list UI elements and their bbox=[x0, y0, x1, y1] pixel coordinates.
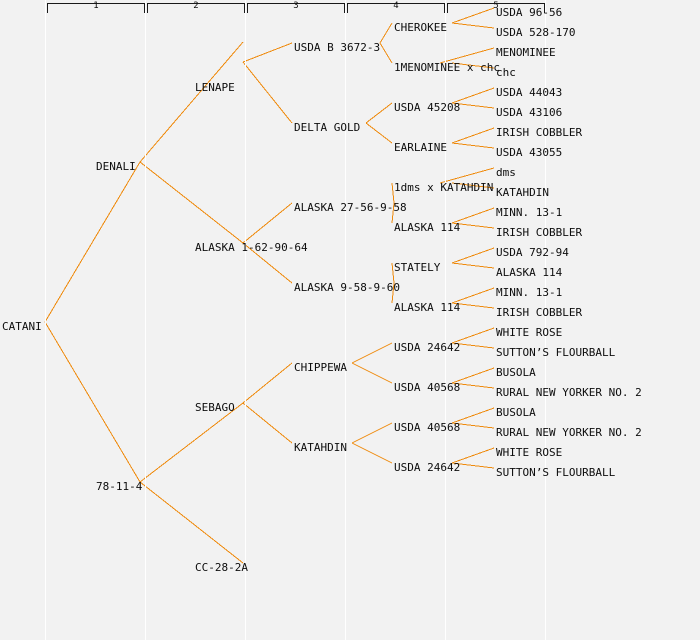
pedigree-node-usda-b-3672-3[interactable]: USDA B 3672-3 bbox=[294, 41, 381, 54]
pedigree-node-minn-13-1-b[interactable]: MINN. 13-1 bbox=[496, 286, 563, 299]
pedigree-edge-usda-b-3672-3-9 bbox=[379, 42, 393, 64]
pedigree-edge-78-11-4-17 bbox=[139, 481, 244, 564]
pedigree-node-1dms-x-katahdin[interactable]: 1dms x KATAHDIN bbox=[394, 181, 494, 194]
pedigree-node-chc[interactable]: chc bbox=[496, 66, 516, 79]
pedigree-node-dms[interactable]: dms bbox=[496, 166, 516, 179]
pedigree-edge-lenape-4 bbox=[242, 42, 293, 63]
column-bracket-3 bbox=[247, 3, 345, 13]
pedigree-edge-stately-36 bbox=[451, 247, 495, 264]
pedigree-edge-delta-gold-10 bbox=[365, 102, 393, 124]
pedigree-node-white-rose-1[interactable]: WHITE ROSE bbox=[496, 326, 563, 339]
pedigree-node-usda-24642-b[interactable]: USDA 24642 bbox=[394, 461, 461, 474]
column-number-1: 1 bbox=[93, 1, 99, 11]
column-bracket-2 bbox=[147, 3, 245, 13]
pedigree-edge-sebago-18 bbox=[242, 362, 293, 404]
pedigree-node-alaska-114-b[interactable]: ALASKA 114 bbox=[394, 301, 461, 314]
pedigree-node-katahdin-c5[interactable]: KATAHDIN bbox=[496, 186, 549, 199]
pedigree-node-menominee[interactable]: MENOMINEE bbox=[496, 46, 556, 59]
pedigree-edge-lenape-5 bbox=[242, 61, 293, 124]
pedigree-node-alaska-27-56-9-58[interactable]: ALASKA 27-56-9-58 bbox=[294, 201, 407, 214]
pedigree-node-1menominee-x-chc[interactable]: 1MENOMINEE x chc bbox=[394, 61, 500, 74]
pedigree-node-usda-45208[interactable]: USDA 45208 bbox=[394, 101, 461, 114]
pedigree-node-catani[interactable]: CATANI bbox=[2, 320, 42, 333]
column-number-4: 4 bbox=[393, 1, 399, 11]
pedigree-node-busola-2[interactable]: BUSOLA bbox=[496, 406, 536, 419]
pedigree-edge-chippewa-21 bbox=[351, 362, 393, 384]
pedigree-node-sebago[interactable]: SEBAGO bbox=[195, 401, 235, 414]
pedigree-node-rural-new-yorker-no2-1[interactable]: RURAL NEW YORKER NO. 2 bbox=[496, 386, 642, 399]
pedigree-node-alaska-1-62-90-64[interactable]: ALASKA 1-62-90-64 bbox=[195, 241, 308, 254]
pedigree-node-usda-43106[interactable]: USDA 43106 bbox=[496, 106, 563, 119]
pedigree-node-delta-gold[interactable]: DELTA GOLD bbox=[294, 121, 361, 134]
pedigree-node-suttons-flourball-2[interactable]: SUTTON’S FLOURBALL bbox=[496, 466, 616, 479]
pedigree-node-busola-1[interactable]: BUSOLA bbox=[496, 366, 536, 379]
pedigree-node-alaska-9-58-9-60[interactable]: ALASKA 9-58-9-60 bbox=[294, 281, 400, 294]
column-number-3: 3 bbox=[293, 1, 299, 11]
pedigree-node-lenape[interactable]: LENAPE bbox=[195, 81, 235, 94]
pedigree-node-irish-cobbler-2[interactable]: IRISH COBBLER bbox=[496, 226, 583, 239]
pedigree-edge-katahdin-c3-23 bbox=[351, 442, 393, 464]
column-separator-3 bbox=[245, 0, 246, 640]
pedigree-node-katahdin-c3[interactable]: KATAHDIN bbox=[294, 441, 347, 454]
pedigree-node-denali[interactable]: DENALI bbox=[96, 160, 136, 173]
column-bracket-4 bbox=[347, 3, 445, 13]
pedigree-edge-cherokee-25 bbox=[451, 22, 495, 29]
pedigree-edge-78-11-4-16 bbox=[139, 402, 244, 483]
column-bracket-5 bbox=[447, 3, 545, 13]
pedigree-edge-sebago-19 bbox=[242, 402, 293, 444]
column-separator-5 bbox=[445, 0, 446, 640]
pedigree-node-alaska-114-a[interactable]: ALASKA 114 bbox=[394, 221, 461, 234]
column-number-5: 5 bbox=[493, 1, 499, 11]
pedigree-edge-katahdin-c3-22 bbox=[351, 422, 393, 444]
pedigree-edge-denali-3 bbox=[139, 161, 244, 244]
pedigree-node-usda-44043[interactable]: USDA 44043 bbox=[496, 86, 563, 99]
pedigree-node-usda-40568-a[interactable]: USDA 40568 bbox=[394, 381, 461, 394]
pedigree-edge-delta-gold-11 bbox=[365, 122, 393, 144]
pedigree-node-usda-40568-b[interactable]: USDA 40568 bbox=[394, 421, 461, 434]
pedigree-edge-catani-0 bbox=[44, 161, 141, 323]
pedigree-node-usda-43055[interactable]: USDA 43055 bbox=[496, 146, 563, 159]
pedigree-edge-denali-2 bbox=[139, 41, 244, 163]
pedigree-node-irish-cobbler-3[interactable]: IRISH COBBLER bbox=[496, 306, 583, 319]
pedigree-edge-usda-b-3672-3-8 bbox=[379, 22, 393, 44]
pedigree-node-irish-cobbler-1[interactable]: IRISH COBBLER bbox=[496, 126, 583, 139]
pedigree-node-cc-28-2a[interactable]: CC-28-2A bbox=[195, 561, 248, 574]
column-separator-2 bbox=[145, 0, 146, 640]
pedigree-node-stately[interactable]: STATELY bbox=[394, 261, 441, 274]
pedigree-node-usda-528-170[interactable]: USDA 528-170 bbox=[496, 26, 576, 39]
pedigree-node-usda-24642-a[interactable]: USDA 24642 bbox=[394, 341, 461, 354]
pedigree-node-suttons-flourball-1[interactable]: SUTTON’S FLOURBALL bbox=[496, 346, 616, 359]
pedigree-node-earlaine[interactable]: EARLAINE bbox=[394, 141, 447, 154]
column-number-2: 2 bbox=[193, 1, 199, 11]
pedigree-node-minn-13-1-a[interactable]: MINN. 13-1 bbox=[496, 206, 563, 219]
pedigree-node-rural-new-yorker-no2-2[interactable]: RURAL NEW YORKER NO. 2 bbox=[496, 426, 642, 439]
pedigree-node-usda-792-94[interactable]: USDA 792-94 bbox=[496, 246, 569, 259]
pedigree-node-78-11-4[interactable]: 78-11-4 bbox=[96, 480, 143, 493]
pedigree-node-white-rose-2[interactable]: WHITE ROSE bbox=[496, 446, 563, 459]
column-separator-6 bbox=[545, 0, 546, 640]
pedigree-node-usda-96-56[interactable]: USDA 96-56 bbox=[496, 6, 563, 19]
column-separator-4 bbox=[345, 0, 346, 640]
pedigree-edge-alaska-1-62-90-64-6 bbox=[242, 202, 293, 244]
pedigree-edge-earlaine-30 bbox=[451, 127, 495, 144]
pedigree-node-chippewa[interactable]: CHIPPEWA bbox=[294, 361, 347, 374]
pedigree-node-cherokee[interactable]: CHEROKEE bbox=[394, 21, 447, 34]
column-bracket-1 bbox=[47, 3, 145, 13]
pedigree-node-alaska-114-c5[interactable]: ALASKA 114 bbox=[496, 266, 563, 279]
pedigree-edge-stately-37 bbox=[451, 262, 495, 269]
pedigree-edge-chippewa-20 bbox=[351, 342, 393, 364]
pedigree-edge-catani-1 bbox=[44, 321, 141, 483]
pedigree-edge-earlaine-31 bbox=[451, 142, 495, 149]
column-separator-1 bbox=[45, 0, 46, 640]
